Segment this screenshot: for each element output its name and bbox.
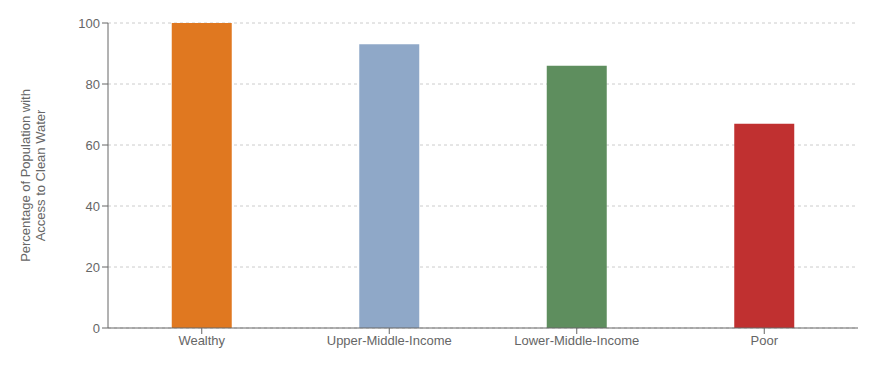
- svg-text:Wealthy: Wealthy: [178, 333, 225, 348]
- svg-text:60: 60: [86, 138, 100, 153]
- svg-text:Poor: Poor: [751, 333, 779, 348]
- svg-text:Upper-Middle-Income: Upper-Middle-Income: [327, 333, 452, 348]
- svg-text:Lower-Middle-Income: Lower-Middle-Income: [514, 333, 639, 348]
- svg-text:Percentage of Population withA: Percentage of Population withAccess to C…: [17, 89, 47, 262]
- svg-text:80: 80: [86, 77, 100, 92]
- svg-text:40: 40: [86, 199, 100, 214]
- svg-text:0: 0: [93, 321, 100, 336]
- svg-text:20: 20: [86, 260, 100, 275]
- svg-text:100: 100: [78, 16, 100, 31]
